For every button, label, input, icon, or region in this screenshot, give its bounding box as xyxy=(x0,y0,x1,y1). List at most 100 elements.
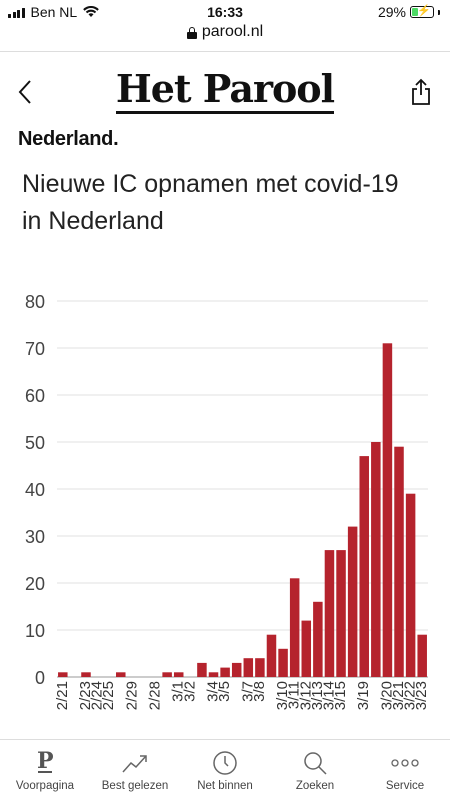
y-tick-label: 40 xyxy=(25,480,45,500)
y-tick-label: 60 xyxy=(25,386,45,406)
bar xyxy=(220,667,230,677)
x-tick-label: 3/12 xyxy=(297,681,314,710)
x-tick-label: 3/14 xyxy=(320,681,337,710)
bar xyxy=(382,343,393,677)
nav-item-net-binnen[interactable]: Net binnen xyxy=(180,740,270,800)
battery-icon: ⚡ xyxy=(410,5,434,18)
nav-label: Voorpagina xyxy=(15,780,75,792)
bar xyxy=(255,658,265,677)
divider xyxy=(0,739,450,740)
bar xyxy=(394,446,404,677)
x-tick-label: 3/2 xyxy=(181,681,198,702)
article-title: Nieuwe IC opnamen met covid-19 in Nederl… xyxy=(22,170,399,235)
bar xyxy=(173,672,184,677)
battery-fill xyxy=(412,8,418,16)
url-bar[interactable]: parool.nl xyxy=(0,23,450,41)
x-tick-label: 2/24 xyxy=(89,681,106,710)
bar xyxy=(417,634,427,677)
y-tick-label: 30 xyxy=(25,527,45,547)
y-tick-label: 20 xyxy=(25,574,45,594)
divider xyxy=(0,51,450,52)
nav-item-service[interactable]: Service xyxy=(360,740,450,800)
x-tick-label: 3/10 xyxy=(274,681,291,710)
y-tick-label: 80 xyxy=(25,292,45,312)
x-tick-label: 2/23 xyxy=(77,681,94,710)
bar xyxy=(324,550,335,677)
carrier-name: Ben NL xyxy=(30,4,78,20)
status-time: 16:33 xyxy=(207,4,243,20)
y-tick-label: 50 xyxy=(25,433,45,453)
x-tick-label: 3/1 xyxy=(170,681,187,702)
nav-item-voorpagina[interactable]: P Voorpagina xyxy=(0,740,90,800)
battery-percent: 29% xyxy=(377,4,406,20)
x-tick-label: 3/15 xyxy=(332,681,349,710)
bar xyxy=(359,456,369,677)
ic-admissions-bar-chart: 0 10 20 30 40 50 60 70 80 2/21 2/232/242/25 2/29 2/2… xyxy=(25,292,430,710)
nav-label: Net binnen xyxy=(197,780,253,792)
bar xyxy=(197,662,207,677)
bar xyxy=(336,550,346,677)
nav-label: Service xyxy=(385,780,425,792)
share-button[interactable] xyxy=(410,78,432,106)
signal-icon xyxy=(8,6,25,18)
trending-icon xyxy=(122,755,147,773)
x-tick-label: 3/7 xyxy=(239,681,256,702)
bar xyxy=(313,601,323,677)
x-tick-label: 3/13 xyxy=(309,681,326,710)
bar xyxy=(162,672,172,677)
x-tick-label: 3/5 xyxy=(216,681,233,702)
nav-item-best-gelezen[interactable]: Best gelezen xyxy=(90,740,180,800)
bar xyxy=(266,634,277,677)
more-icon xyxy=(391,759,419,767)
bar xyxy=(371,442,381,677)
battery-tip xyxy=(438,9,440,15)
x-tick-label: 2/21 xyxy=(54,681,71,710)
search-icon xyxy=(304,752,327,775)
lock-icon xyxy=(186,26,197,39)
x-tick-label: 2/29 xyxy=(123,681,140,710)
nav-item-zoeken[interactable]: Zoeken xyxy=(270,740,360,800)
back-button[interactable] xyxy=(16,78,36,106)
bar xyxy=(116,672,126,677)
nav-label: Best gelezen xyxy=(101,780,169,792)
url-text[interactable]: parool.nl xyxy=(201,23,264,40)
x-tick-label: 2/25 xyxy=(100,681,117,710)
bar xyxy=(58,672,68,677)
status-bar: Ben NL 16:33 29% ⚡ xyxy=(0,0,450,24)
bar xyxy=(301,620,312,677)
x-tick-label: 3/23 xyxy=(413,681,430,710)
bar xyxy=(405,493,416,677)
svg-text:P: P xyxy=(37,750,54,774)
nav-label: Zoeken xyxy=(295,780,335,792)
bar xyxy=(289,578,300,677)
share-icon xyxy=(412,78,430,105)
x-tick-label: 3/20 xyxy=(378,681,395,710)
x-tick-label: 3/19 xyxy=(355,681,372,710)
y-tick-label: 0 xyxy=(35,668,45,688)
y-tick-label: 70 xyxy=(25,339,45,359)
site-logo[interactable]: Het Parool xyxy=(0,66,450,114)
x-tick-label: 3/11 xyxy=(286,681,303,709)
y-tick-label: 10 xyxy=(25,621,45,641)
x-tick-label: 3/8 xyxy=(251,681,268,702)
status-right: 29% ⚡ xyxy=(378,4,440,20)
x-tick-label: 3/21 xyxy=(390,681,407,710)
wifi-icon xyxy=(83,6,100,17)
bar xyxy=(231,662,242,677)
clock-icon xyxy=(213,751,237,775)
logo-text: Het Parool xyxy=(115,66,335,114)
charging-bolt-icon: ⚡ xyxy=(417,5,431,17)
bar xyxy=(243,658,254,677)
parool-p-icon: P xyxy=(37,750,54,774)
bottom-navigation: P Voorpagina Best gelezen Net binnen xyxy=(0,740,450,800)
x-tick-label: 2/28 xyxy=(147,681,164,710)
section-label[interactable]: Nederland. xyxy=(18,128,119,150)
status-left: Ben NL xyxy=(8,4,100,20)
bar xyxy=(347,526,358,677)
bar xyxy=(81,672,91,677)
x-tick-label: 3/4 xyxy=(205,681,222,702)
chevron-left-icon xyxy=(18,80,31,104)
x-tick-label: 3/22 xyxy=(402,681,419,710)
bar xyxy=(208,672,219,677)
bar xyxy=(278,648,288,677)
